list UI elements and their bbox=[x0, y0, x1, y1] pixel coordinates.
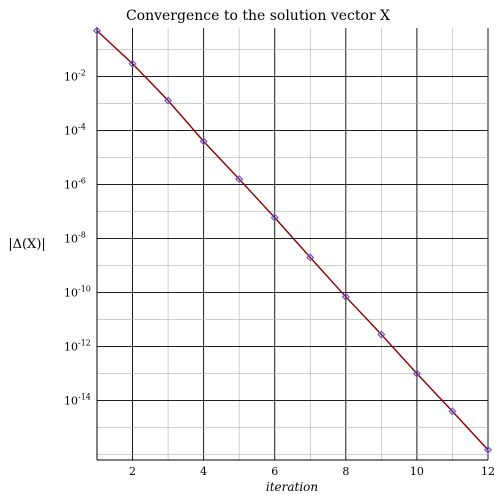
x-tick-label: 10 bbox=[410, 465, 424, 478]
data-point bbox=[164, 96, 173, 105]
axes bbox=[96, 28, 488, 461]
data-point bbox=[377, 330, 386, 339]
x-tick-label: 2 bbox=[129, 465, 136, 478]
data-series bbox=[96, 30, 489, 451]
grid-lines bbox=[96, 28, 489, 460]
data-point bbox=[199, 137, 208, 146]
data-point bbox=[128, 59, 137, 68]
data-point bbox=[270, 213, 279, 222]
x-axis-label: iteration bbox=[266, 480, 318, 494]
y-tick-label: 10-12 bbox=[64, 339, 91, 354]
data-point bbox=[92, 26, 102, 35]
y-tick-label: 10-10 bbox=[64, 285, 91, 300]
y-tick-label: 10-6 bbox=[64, 177, 86, 192]
x-tick-label: 6 bbox=[271, 465, 278, 478]
y-tick-label: 10-8 bbox=[64, 231, 86, 246]
x-tick-label: 8 bbox=[342, 465, 349, 478]
data-point bbox=[306, 253, 315, 262]
y-tick-label: 10-4 bbox=[64, 123, 86, 138]
chart-title: Convergence to the solution vector X bbox=[126, 8, 390, 24]
x-tick-label: 4 bbox=[200, 465, 207, 478]
data-point bbox=[412, 369, 421, 378]
data-point bbox=[341, 292, 350, 301]
data-point bbox=[448, 407, 457, 416]
y-axis-label: |Δ(X)| bbox=[8, 237, 46, 252]
x-tick-label: 12 bbox=[481, 465, 495, 478]
data-point bbox=[483, 445, 493, 454]
series-line bbox=[96, 30, 489, 451]
data-markers bbox=[92, 26, 493, 454]
x-tick-labels: 2 4 6 8 10 12 bbox=[129, 465, 495, 478]
y-tick-label: 10-2 bbox=[64, 69, 86, 84]
y-tick-labels: 10-2 10-4 10-6 10-8 10-10 10-12 10-14 bbox=[64, 69, 91, 408]
data-point bbox=[235, 175, 244, 184]
y-tick-label: 10-14 bbox=[64, 393, 91, 408]
